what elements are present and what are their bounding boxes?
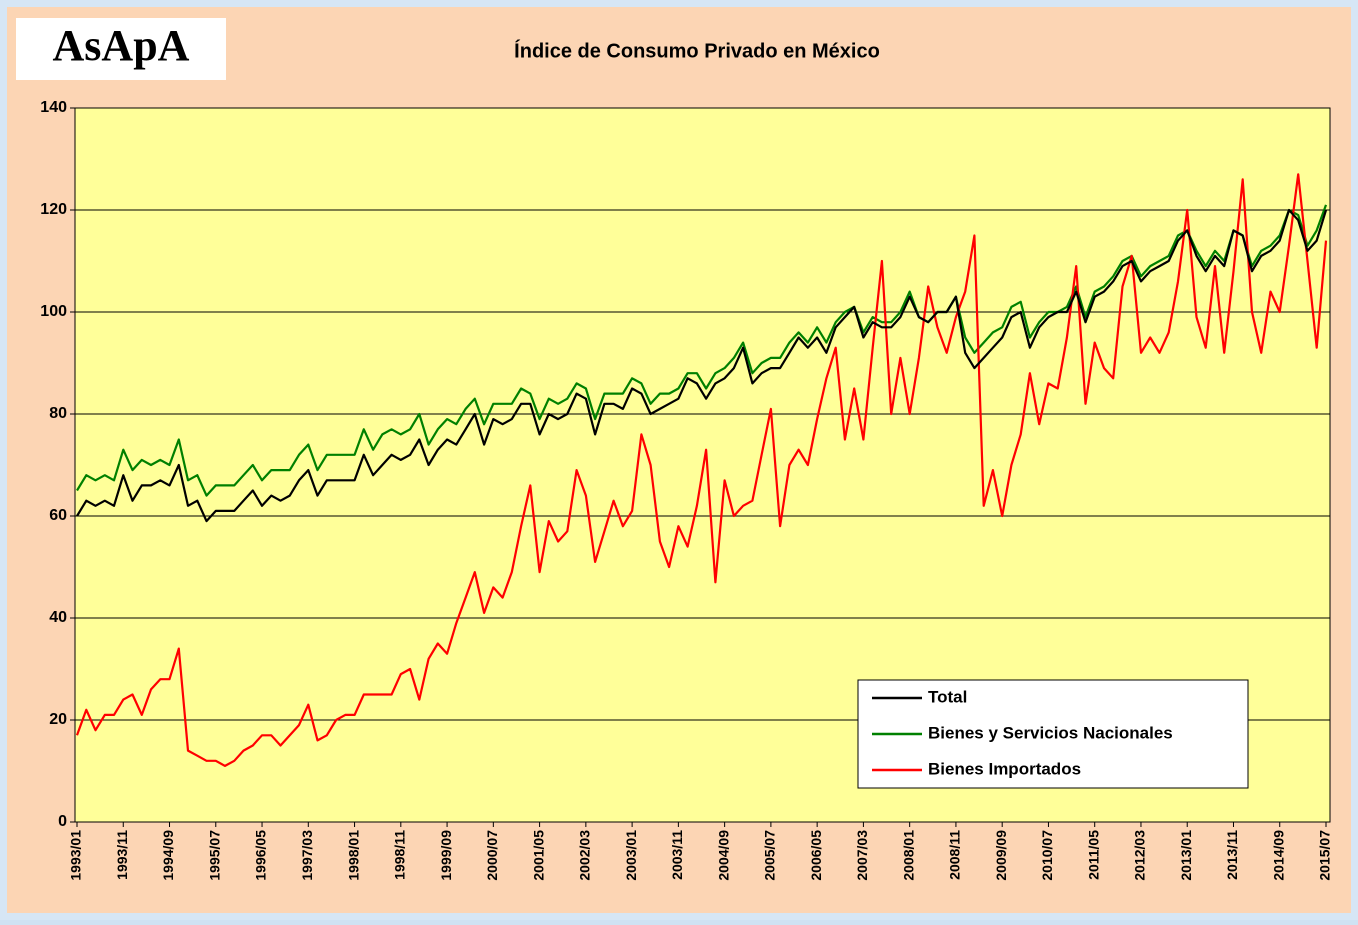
x-tick-label: 1997/03 xyxy=(299,830,315,881)
series-line xyxy=(76,204,1328,497)
y-tick-label: 80 xyxy=(49,405,67,422)
y-tick-label: 100 xyxy=(40,303,67,320)
x-tick-label: 1994/09 xyxy=(160,830,176,881)
x-tick-label: 1993/01 xyxy=(68,830,84,881)
x-tick-label: 1993/11 xyxy=(114,830,130,880)
y-tick-label: 0 xyxy=(58,813,67,830)
y-tick-label: 140 xyxy=(40,99,67,116)
x-tick-label: 2007/03 xyxy=(854,830,870,881)
x-tick-label: 2006/05 xyxy=(808,830,824,881)
y-tick-label: 40 xyxy=(49,609,67,626)
chart-title: Índice de Consumo Privado en México xyxy=(514,39,880,62)
x-tick-label: 2003/01 xyxy=(623,830,639,881)
x-tick-label: 2003/11 xyxy=(669,830,685,880)
y-tick-label: 20 xyxy=(49,711,67,728)
legend-box xyxy=(857,679,1249,789)
x-tick-label: 1999/09 xyxy=(438,830,454,881)
logo: AsApA xyxy=(53,21,190,70)
x-tick-label: 1996/05 xyxy=(253,830,269,881)
x-tick-label: 2011/05 xyxy=(1085,830,1101,880)
x-tick-label: 2015/07 xyxy=(1317,830,1333,881)
logo-box xyxy=(16,18,226,80)
x-tick-label: 2008/11 xyxy=(947,830,963,880)
x-tick-label: 2008/01 xyxy=(900,830,916,881)
legend-label: Bienes y Servicios Nacionales xyxy=(928,723,1173,742)
series-line xyxy=(75,173,1328,767)
x-tick-label: 2009/09 xyxy=(993,830,1009,881)
x-tick-label: 1998/01 xyxy=(345,830,361,881)
x-tick-label: 2004/09 xyxy=(715,830,731,881)
x-tick-label: 2005/07 xyxy=(762,830,778,881)
x-tick-label: 1998/11 xyxy=(392,830,408,880)
x-tick-label: 1995/07 xyxy=(206,830,222,881)
x-tick-label: 2013/11 xyxy=(1224,830,1240,880)
x-tick-label: 2002/03 xyxy=(577,830,593,881)
x-tick-label: 2014/09 xyxy=(1270,830,1286,881)
legend-label: Bienes Importados xyxy=(928,759,1081,778)
series-line xyxy=(76,208,1328,523)
x-tick-label: 2010/07 xyxy=(1039,830,1055,881)
legend-label: Total xyxy=(928,687,967,706)
y-tick-label: 60 xyxy=(49,507,67,524)
x-tick-label: 2000/07 xyxy=(484,830,500,881)
y-tick-label: 120 xyxy=(40,201,67,218)
x-tick-label: 2001/05 xyxy=(530,830,546,881)
x-tick-label: 2012/03 xyxy=(1132,830,1148,881)
x-tick-label: 2013/01 xyxy=(1178,830,1194,881)
